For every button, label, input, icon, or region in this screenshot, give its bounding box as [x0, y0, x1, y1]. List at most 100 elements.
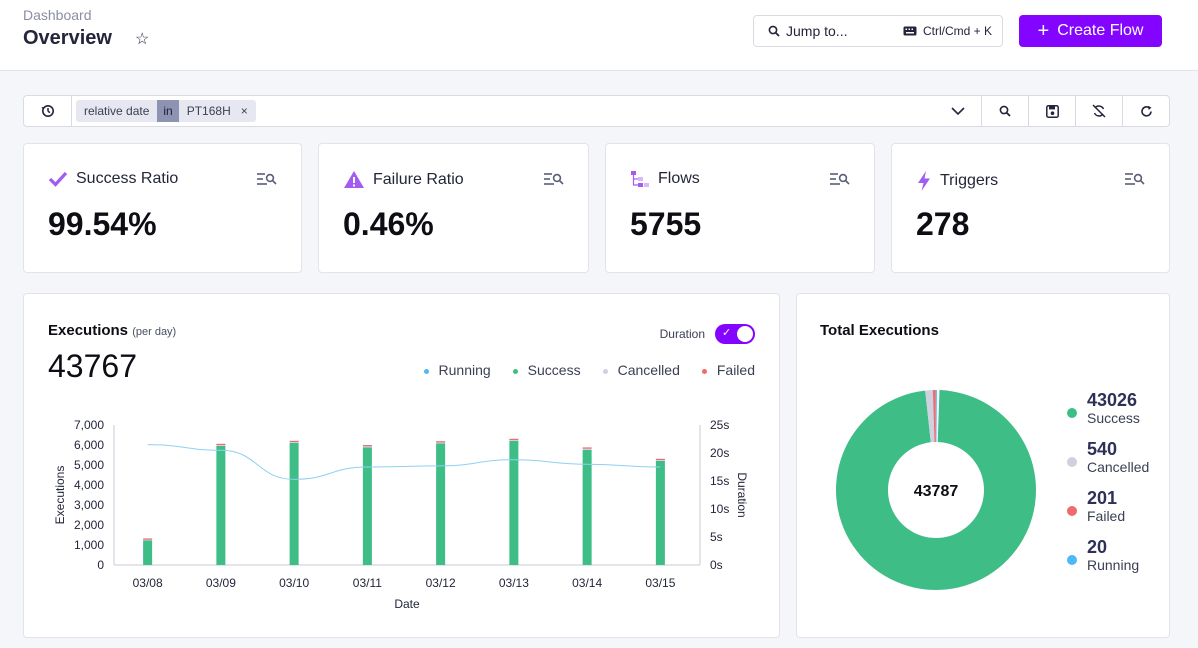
list-search-icon[interactable]	[1125, 172, 1145, 186]
filter-operator: in	[157, 100, 179, 122]
refresh-off-button[interactable]	[1075, 96, 1122, 126]
list-search-icon[interactable]	[830, 172, 850, 186]
filter-value-wrap: PT168H ×	[178, 100, 256, 122]
list-search-icon[interactable]	[257, 172, 277, 186]
kpi-value: 99.54%	[48, 206, 157, 242]
kpi-header: Failure Ratio	[343, 170, 464, 189]
create-flow-button[interactable]: + Create Flow	[1019, 15, 1162, 47]
refresh-off-icon	[1092, 104, 1106, 118]
bar-cancelled	[582, 448, 592, 450]
save-icon	[1045, 104, 1059, 118]
x-tick-label: 03/10	[279, 576, 309, 590]
x-tick-label: 03/15	[645, 576, 675, 590]
y-tick-label: 7,000	[74, 418, 104, 432]
plus-icon: +	[1037, 20, 1050, 42]
legend-item-failed[interactable]: Failed	[701, 362, 755, 378]
executions-title: Executions (per day)	[48, 322, 176, 339]
jump-to-placeholder: Jump to...	[786, 23, 848, 39]
bar-cancelled	[216, 444, 226, 446]
jump-to-search[interactable]: Jump to... Ctrl/Cmd + K	[753, 15, 1003, 47]
bar-failed	[655, 458, 665, 460]
legend-dot	[1067, 555, 1077, 565]
filter-key: relative date	[76, 100, 158, 122]
bar-cancelled	[655, 459, 665, 461]
search-button[interactable]	[981, 96, 1028, 126]
legend-label: Running	[1087, 557, 1140, 573]
donut-slice-success	[836, 390, 1036, 590]
executions-chart: 0 1,000 2,000 3,000 4,000 5,000 6,000 7,000 0s 5s…	[53, 418, 749, 611]
filter-chip[interactable]: relative date in PT168H ×	[76, 100, 256, 122]
y-axis-label: Executions	[53, 466, 67, 525]
flows-icon	[631, 171, 649, 187]
filter-value: PT168H	[186, 104, 231, 118]
legend-label: Cancelled	[1087, 459, 1150, 475]
bar-failed	[143, 538, 153, 540]
x-axis-label: Date	[394, 597, 420, 611]
legend-item-success[interactable]: Success	[512, 362, 581, 378]
kpi-label: Success Ratio	[76, 170, 179, 187]
history-icon	[41, 105, 54, 117]
check-icon	[48, 171, 68, 187]
bar-failed	[289, 440, 299, 442]
legend-label: Cancelled	[617, 362, 680, 378]
legend-dot	[1067, 408, 1077, 418]
search-icon	[768, 25, 780, 37]
y2-tick-label: 10s	[710, 502, 729, 516]
y2-tick-label: 25s	[710, 418, 729, 432]
y-tick-label: 2,000	[74, 518, 104, 532]
shortcut-text: Ctrl/Cmd + K	[922, 24, 992, 38]
refresh-button[interactable]	[1122, 96, 1169, 126]
legend-dot	[1067, 506, 1077, 516]
bar-success	[655, 461, 665, 565]
bolt-icon	[918, 171, 930, 191]
bar-success	[436, 443, 446, 565]
star-icon[interactable]: ☆	[135, 31, 150, 48]
bar-failed	[509, 438, 519, 440]
close-icon[interactable]: ×	[240, 104, 248, 118]
kpi-label: Failure Ratio	[373, 170, 464, 188]
kpi-label: Triggers	[940, 172, 999, 189]
y2-tick-label: 0s	[710, 558, 723, 572]
duration-toggle[interactable]: ✓	[715, 324, 755, 344]
page-title: Overview	[23, 27, 112, 49]
save-button[interactable]	[1028, 96, 1075, 126]
legend-label: Success	[527, 362, 581, 378]
bar-success	[362, 447, 372, 565]
legend-label: Running	[438, 362, 491, 378]
bar-cancelled	[509, 439, 519, 441]
y2-tick-label: 5s	[710, 530, 723, 544]
legend-count: 43026	[1087, 390, 1138, 410]
refresh-icon	[1140, 105, 1152, 117]
top-bar: Dashboard Overview ☆ Jump to... Ctrl/Cmd…	[0, 0, 1198, 71]
legend-dot	[512, 368, 518, 374]
keyboard-icon	[903, 26, 917, 36]
x-tick-label: 03/09	[206, 576, 236, 590]
y-tick-label: 6,000	[74, 438, 104, 452]
chevron-down-icon	[950, 107, 965, 115]
y2-tick-label: 15s	[710, 474, 729, 488]
x-tick-label: 03/12	[426, 576, 456, 590]
donut-slice-failed	[932, 390, 936, 443]
legend-item-cancelled[interactable]: Cancelled	[602, 362, 680, 378]
kpi-header: Flows	[630, 170, 700, 188]
kpi-card-success-ratio: Success Ratio 99.54%	[23, 143, 302, 273]
x-tick-label: 03/13	[499, 576, 529, 590]
filter-dropdown-button[interactable]	[934, 96, 981, 126]
x-tick-label: 03/11	[353, 576, 382, 590]
bar-success	[509, 441, 519, 565]
kpi-header: Triggers	[916, 170, 998, 192]
filter-bar: relative date in PT168H ×	[23, 95, 1170, 127]
toggle-knob	[737, 326, 753, 342]
legend-dot	[423, 368, 429, 374]
history-button[interactable]	[24, 96, 72, 126]
y-tick-label: 0	[97, 558, 104, 572]
duration-label: Duration	[659, 327, 705, 341]
list-search-icon[interactable]	[544, 172, 564, 186]
kpi-value: 0.46%	[343, 206, 434, 242]
bar-cancelled	[289, 441, 299, 443]
y-tick-label: 3,000	[74, 498, 104, 512]
executions-total: 43767	[48, 348, 137, 384]
breadcrumb[interactable]: Dashboard	[23, 7, 92, 23]
x-tick-label: 03/08	[133, 576, 163, 590]
legend-item-running[interactable]: Running	[423, 362, 491, 378]
